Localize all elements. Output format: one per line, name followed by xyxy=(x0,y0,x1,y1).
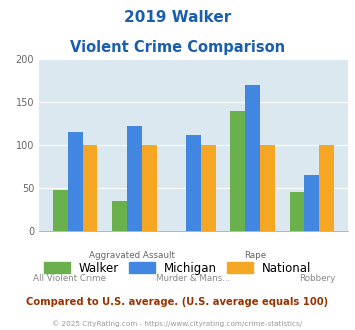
Text: All Violent Crime: All Violent Crime xyxy=(33,274,106,283)
Text: Compared to U.S. average. (U.S. average equals 100): Compared to U.S. average. (U.S. average … xyxy=(26,297,329,307)
Bar xyxy=(260,145,275,231)
Legend: Walker, Michigan, National: Walker, Michigan, National xyxy=(44,262,311,275)
Bar xyxy=(68,132,83,231)
Bar xyxy=(230,111,245,231)
Bar xyxy=(127,126,142,231)
Text: Aggravated Assault: Aggravated Assault xyxy=(89,251,175,260)
Bar xyxy=(319,145,334,231)
Bar xyxy=(201,145,215,231)
Bar xyxy=(142,145,157,231)
Bar xyxy=(290,191,304,231)
Bar xyxy=(245,85,260,231)
Text: Rape: Rape xyxy=(244,251,266,260)
Bar xyxy=(186,135,201,231)
Bar xyxy=(304,175,319,231)
Text: Violent Crime Comparison: Violent Crime Comparison xyxy=(70,40,285,54)
Text: © 2025 CityRating.com - https://www.cityrating.com/crime-statistics/: © 2025 CityRating.com - https://www.city… xyxy=(53,320,302,327)
Bar xyxy=(83,145,97,231)
Bar xyxy=(53,190,68,231)
Text: Robbery: Robbery xyxy=(299,274,335,283)
Bar xyxy=(112,201,127,231)
Text: 2019 Walker: 2019 Walker xyxy=(124,10,231,25)
Text: Murder & Mans...: Murder & Mans... xyxy=(156,274,231,283)
